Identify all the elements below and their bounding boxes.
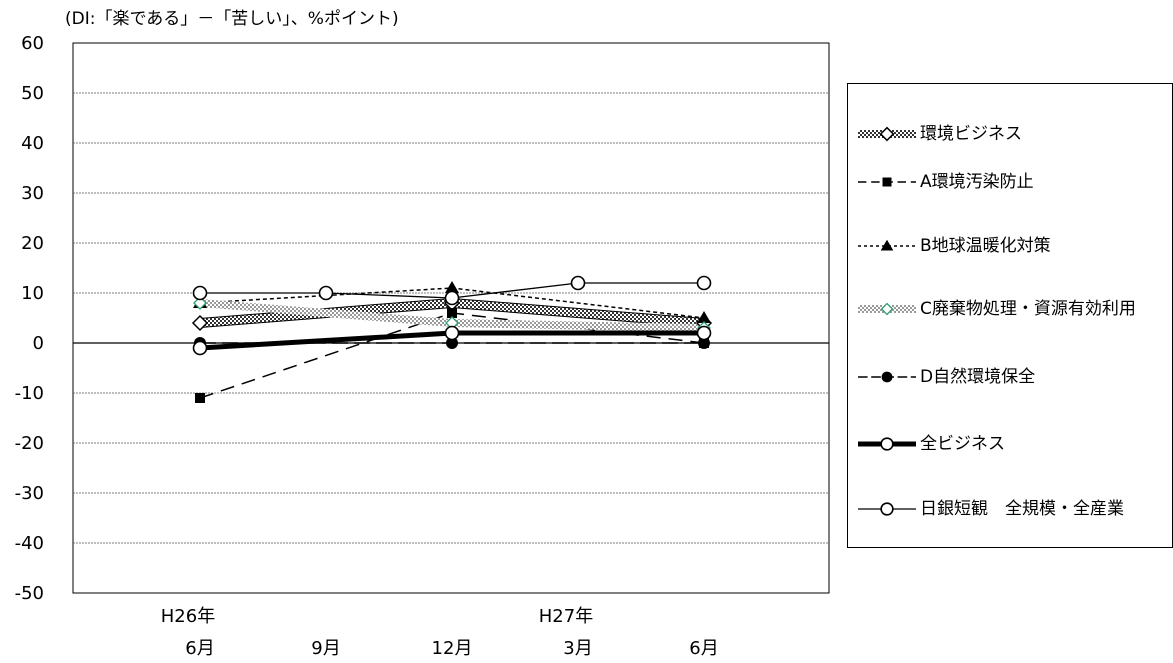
- legend-item-all-business: 全ビジネス: [848, 424, 1173, 464]
- x-tick-label: 6月: [185, 638, 214, 659]
- legend-swatch: [858, 239, 916, 251]
- legend-swatch: [858, 177, 916, 187]
- legend-swatch: [858, 502, 916, 516]
- x-tick-label: 12月: [432, 638, 473, 659]
- x-year-label: H27年: [539, 606, 593, 627]
- data-point: [696, 275, 712, 291]
- data-point: [447, 308, 457, 318]
- y-tick-label: 30: [21, 183, 44, 204]
- legend-marker: [879, 126, 895, 142]
- y-tick-label: 60: [21, 33, 44, 54]
- legend-swatch: [858, 371, 916, 383]
- y-tick-label: -10: [15, 383, 44, 404]
- legend-label: A環境汚染防止: [920, 172, 1034, 192]
- y-tick-label: -50: [15, 583, 44, 604]
- legend-item-boj-tankan: 日銀短観 全規模・全産業: [848, 489, 1173, 529]
- data-point: [570, 275, 586, 291]
- legend-item-environment-business: 環境ビジネス: [848, 114, 1173, 154]
- y-tick-label: -40: [15, 533, 44, 554]
- chart-unit-note: (DI:「楽である」－「苦しい」、%ポイント): [65, 9, 399, 29]
- data-point: [444, 325, 460, 341]
- legend-marker: [881, 371, 893, 383]
- legend-label: 環境ビジネス: [920, 124, 1022, 144]
- y-tick-label: -20: [15, 433, 44, 454]
- data-point: [696, 325, 712, 341]
- data-point: [193, 296, 207, 310]
- legend-swatch: [858, 126, 916, 142]
- y-tick-label: 0: [33, 333, 44, 354]
- y-tick-label: 40: [21, 133, 44, 154]
- data-point: [698, 337, 710, 349]
- data-point: [191, 314, 209, 332]
- y-tick-label: 10: [21, 283, 44, 304]
- legend-marker: [880, 502, 894, 516]
- legend-label: C廃棄物処理・資源有効利用: [920, 299, 1136, 319]
- data-point: [192, 340, 208, 356]
- legend-label: 全ビジネス: [920, 434, 1005, 454]
- data-point: [445, 281, 459, 293]
- legend-marker: [880, 239, 894, 251]
- x-tick-label: 6月: [689, 638, 718, 659]
- legend-marker: [882, 177, 892, 187]
- legend: 環境ビジネス A環境汚染防止 B地球温暖化対策 C廃棄物処理・資源有効利用 D自…: [847, 83, 1173, 548]
- data-point: [444, 290, 460, 306]
- y-tick-label: 20: [21, 233, 44, 254]
- legend-label: D自然環境保全: [920, 367, 1036, 387]
- legend-marker: [880, 437, 894, 451]
- y-tick-label: 50: [21, 83, 44, 104]
- data-point: [697, 311, 711, 323]
- x-tick-label: 3月: [563, 638, 592, 659]
- data-point: [318, 285, 334, 301]
- y-tick-label: -30: [15, 483, 44, 504]
- x-tick-label: 9月: [311, 638, 340, 659]
- legend-swatch: [858, 437, 916, 451]
- data-point: [192, 285, 208, 301]
- legend-label: B地球温暖化対策: [920, 236, 1051, 256]
- legend-item-pollution-prevention: A環境汚染防止: [848, 162, 1173, 202]
- legend-marker: [880, 302, 894, 316]
- legend-item-nature-conservation: D自然環境保全: [848, 357, 1173, 397]
- x-year-label: H26年: [161, 606, 215, 627]
- legend-label: 日銀短観 全規模・全産業: [920, 499, 1124, 519]
- legend-item-global-warming: B地球温暖化対策: [848, 226, 1173, 266]
- data-point: [195, 393, 205, 403]
- legend-item-waste-resources: C廃棄物処理・資源有効利用: [848, 289, 1173, 329]
- legend-swatch: [858, 302, 916, 316]
- data-point: [446, 337, 458, 349]
